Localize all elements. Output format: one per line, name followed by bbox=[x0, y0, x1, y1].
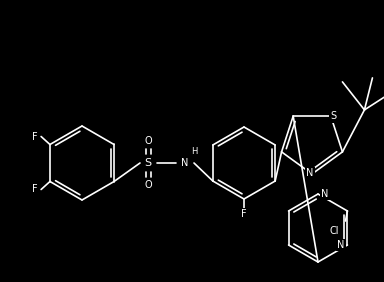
Text: F: F bbox=[32, 184, 38, 195]
Text: N: N bbox=[181, 158, 189, 168]
Text: F: F bbox=[32, 131, 38, 142]
Text: S: S bbox=[144, 158, 152, 168]
Text: N: N bbox=[337, 240, 344, 250]
Text: F: F bbox=[241, 209, 247, 219]
Text: S: S bbox=[331, 111, 337, 121]
Text: O: O bbox=[144, 136, 152, 146]
Text: O: O bbox=[144, 180, 152, 190]
Text: Cl: Cl bbox=[330, 226, 339, 236]
Text: N: N bbox=[321, 189, 328, 199]
Text: N: N bbox=[306, 168, 314, 178]
Text: H: H bbox=[191, 147, 197, 155]
